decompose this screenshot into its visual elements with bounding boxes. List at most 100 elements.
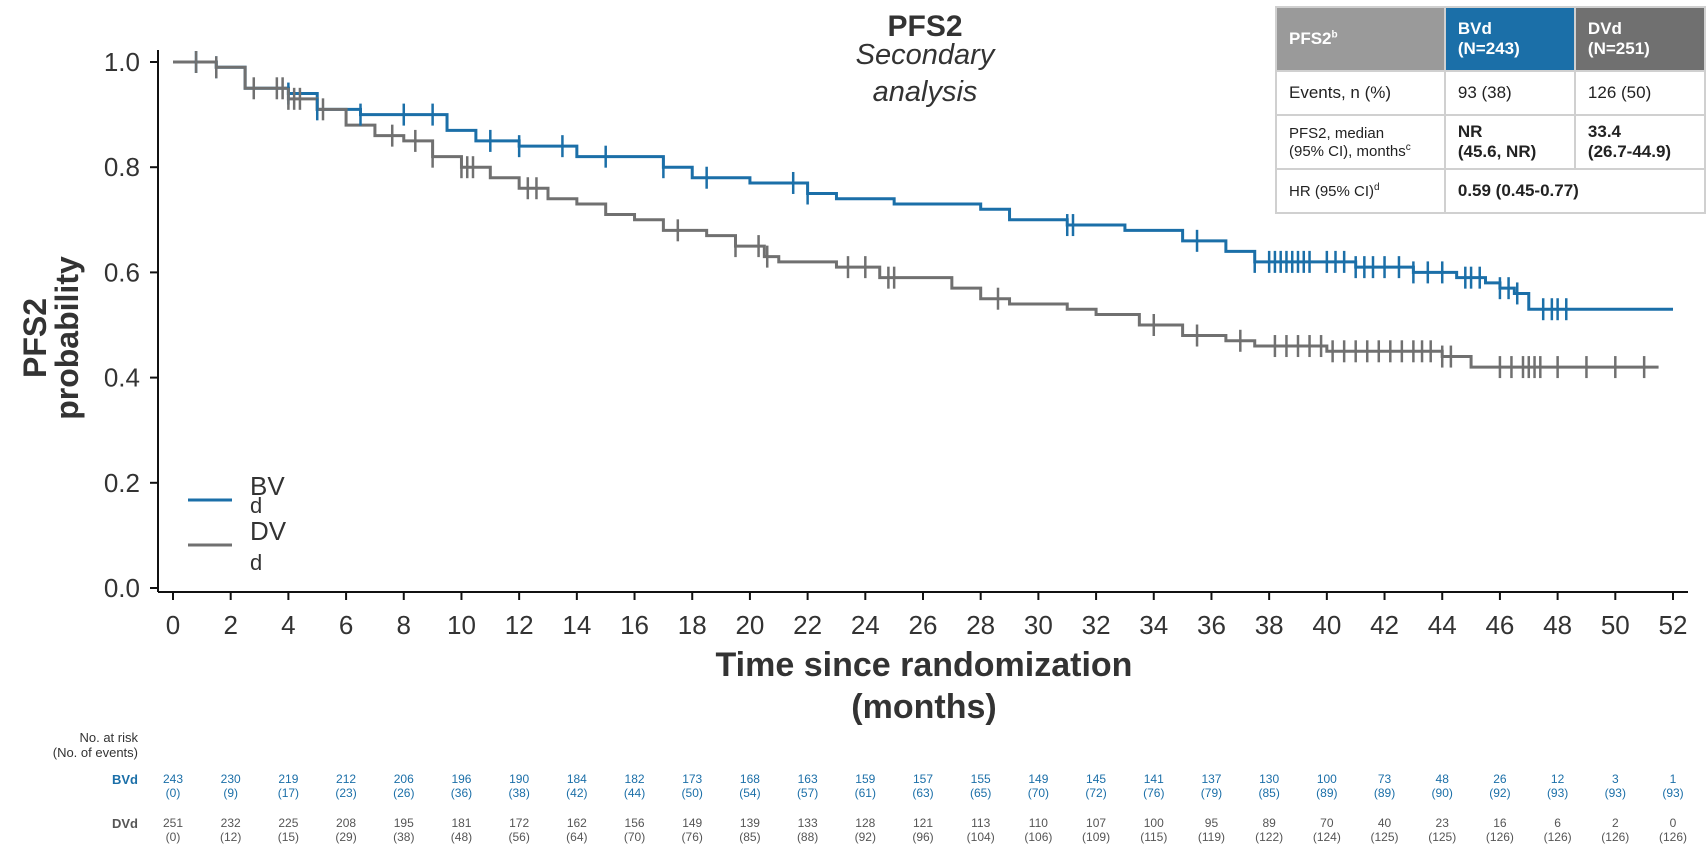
- risk-dvd-events: (122): [1255, 830, 1284, 844]
- summary-row-median-bvd: NR (45.6, NR): [1443, 114, 1576, 170]
- risk-cell-dvd: 172 (56): [491, 816, 547, 844]
- x-tick-label: 4: [281, 610, 295, 640]
- risk-cell-bvd: 173 (50): [664, 772, 720, 800]
- risk-table-header: No. at risk (No. of events): [0, 730, 138, 760]
- risk-cell-dvd: 139 (85): [722, 816, 778, 844]
- risk-cell-bvd: 26 (92): [1472, 772, 1528, 800]
- summary-header-dvd: DVd (N=251): [1573, 6, 1706, 72]
- risk-dvd-at-risk: 100: [1143, 816, 1164, 830]
- x-ticks: 0 2 4 6 8 10 12 14 16 18 20 22 24 26 28 30 32 34 36 38 40 42 4…: [166, 592, 1688, 640]
- risk-bvd-at-risk: 168: [739, 772, 760, 786]
- risk-bvd-at-risk: 141: [1143, 772, 1164, 786]
- x-tick-label: 40: [1312, 610, 1341, 640]
- y-tick-label: 0.4: [104, 363, 140, 393]
- risk-bvd-events: (36): [450, 786, 473, 800]
- risk-dvd-events: (106): [1024, 830, 1053, 844]
- risk-cell-dvd: 232 (12): [203, 816, 259, 844]
- risk-dvd-at-risk: 139: [739, 816, 760, 830]
- risk-cell-dvd: 208 (29): [318, 816, 374, 844]
- risk-cell-bvd: 100 (89): [1299, 772, 1355, 800]
- chart-title: PFS2: [887, 10, 962, 43]
- risk-dvd-at-risk: 95: [1204, 816, 1219, 830]
- summary-row-hr-label: HR (95% CI)d: [1275, 168, 1446, 214]
- y-tick-label: 0.0: [104, 573, 140, 603]
- legend-dvd-label-line1: DV: [250, 516, 287, 546]
- x-tick-label: 10: [447, 610, 476, 640]
- risk-bvd-at-risk: 230: [220, 772, 241, 786]
- x-tick-label: 26: [909, 610, 938, 640]
- risk-bvd-events: (85): [1258, 786, 1280, 800]
- risk-bvd-events: (9): [223, 786, 239, 800]
- risk-row-label-bvd: BVd: [112, 772, 138, 787]
- risk-bvd-at-risk: 157: [912, 772, 934, 786]
- risk-dvd-at-risk: 172: [509, 816, 530, 830]
- risk-cell-bvd: 190 (38): [491, 772, 547, 800]
- risk-cell-bvd: 159 (61): [837, 772, 893, 800]
- risk-cell-dvd: 225 (15): [260, 816, 316, 844]
- x-tick-label: 30: [1024, 610, 1053, 640]
- risk-dvd-events: (38): [393, 830, 415, 844]
- x-tick-label: 28: [966, 610, 995, 640]
- risk-cell-bvd: 155 (65): [953, 772, 1009, 800]
- censor-marks: [194, 51, 1646, 379]
- y-axis-label-line1: PFS2: [17, 298, 53, 378]
- risk-dvd-at-risk: 107: [1086, 816, 1107, 830]
- risk-dvd-at-risk: 208: [336, 816, 357, 830]
- risk-dvd-events: (126): [1601, 830, 1630, 844]
- risk-cell-bvd: 137 (79): [1183, 772, 1239, 800]
- risk-cell-dvd: 121 (96): [895, 816, 951, 844]
- risk-cell-dvd: 2 (126): [1587, 816, 1643, 844]
- risk-dvd-events: (126): [1543, 830, 1572, 844]
- risk-cell-dvd: 149 (76): [664, 816, 720, 844]
- risk-dvd-at-risk: 121: [912, 816, 934, 830]
- risk-bvd-at-risk: 145: [1086, 772, 1107, 786]
- risk-bvd-events: (42): [566, 786, 588, 800]
- risk-bvd-at-risk: 206: [393, 772, 414, 786]
- x-tick-label: 8: [397, 610, 411, 640]
- x-tick-label: 0: [166, 610, 180, 640]
- risk-bvd-at-risk: 243: [162, 772, 184, 786]
- risk-dvd-at-risk: 162: [566, 816, 587, 830]
- risk-dvd-at-risk: 225: [278, 816, 299, 830]
- summary-header-label: PFS2b: [1275, 6, 1446, 72]
- risk-bvd-events: (65): [970, 786, 992, 800]
- x-tick-label: 52: [1659, 610, 1688, 640]
- risk-dvd-events: (56): [508, 830, 530, 844]
- risk-dvd-at-risk: 128: [855, 816, 876, 830]
- y-tick-label: 0.8: [104, 152, 140, 182]
- summary-row-median-dvd: 33.4 (26.7-44.9): [1573, 114, 1706, 170]
- risk-cell-dvd: 156 (70): [607, 816, 663, 844]
- y-tick-label: 1.0: [104, 47, 140, 77]
- risk-bvd-at-risk: 3: [1611, 772, 1619, 786]
- y-ticks: 0.0 0.2 0.4 0.6 0.8 1.0: [104, 47, 158, 603]
- risk-cell-dvd: 251 (0): [145, 816, 201, 844]
- x-tick-label: 20: [735, 610, 764, 640]
- risk-cell-dvd: 6 (126): [1530, 816, 1586, 844]
- y-axis-label-line2: probability: [49, 256, 85, 420]
- risk-bvd-events: (63): [912, 786, 934, 800]
- risk-table: No. at risk (No. of events) BVd DVd 243(…: [0, 730, 1706, 847]
- legend: BV d DV d: [188, 471, 287, 575]
- risk-dvd-at-risk: 40: [1377, 816, 1392, 830]
- risk-bvd-events: (0): [165, 786, 181, 800]
- risk-dvd-at-risk: 232: [220, 816, 241, 830]
- risk-cell-dvd: 107 (109): [1068, 816, 1124, 844]
- risk-dvd-events: (85): [739, 830, 761, 844]
- risk-bvd-at-risk: 190: [509, 772, 530, 786]
- risk-dvd-events: (126): [1658, 830, 1687, 844]
- risk-cell-bvd: 184 (42): [549, 772, 605, 800]
- risk-bvd-events: (90): [1431, 786, 1453, 800]
- risk-cell-bvd: 3 (93): [1587, 772, 1643, 800]
- x-tick-label: 22: [793, 610, 822, 640]
- risk-dvd-at-risk: 156: [624, 816, 645, 830]
- risk-bvd-events: (54): [739, 786, 761, 800]
- legend-bvd-label-line2: d: [250, 493, 262, 518]
- summary-row-median-label: PFS2, median (95% CI), monthsc: [1275, 114, 1446, 170]
- risk-cell-dvd: 133 (88): [780, 816, 836, 844]
- risk-bvd-at-risk: 184: [566, 772, 587, 786]
- risk-dvd-events: (15): [277, 830, 300, 844]
- risk-bvd-events: (89): [1316, 786, 1338, 800]
- summary-table: PFS2b BVd (N=243) DVd (N=251) Events, n (%…: [1275, 6, 1706, 214]
- summary-row-hr-value: 0.59 (0.45-0.77): [1443, 168, 1706, 214]
- x-tick-label: 12: [505, 610, 534, 640]
